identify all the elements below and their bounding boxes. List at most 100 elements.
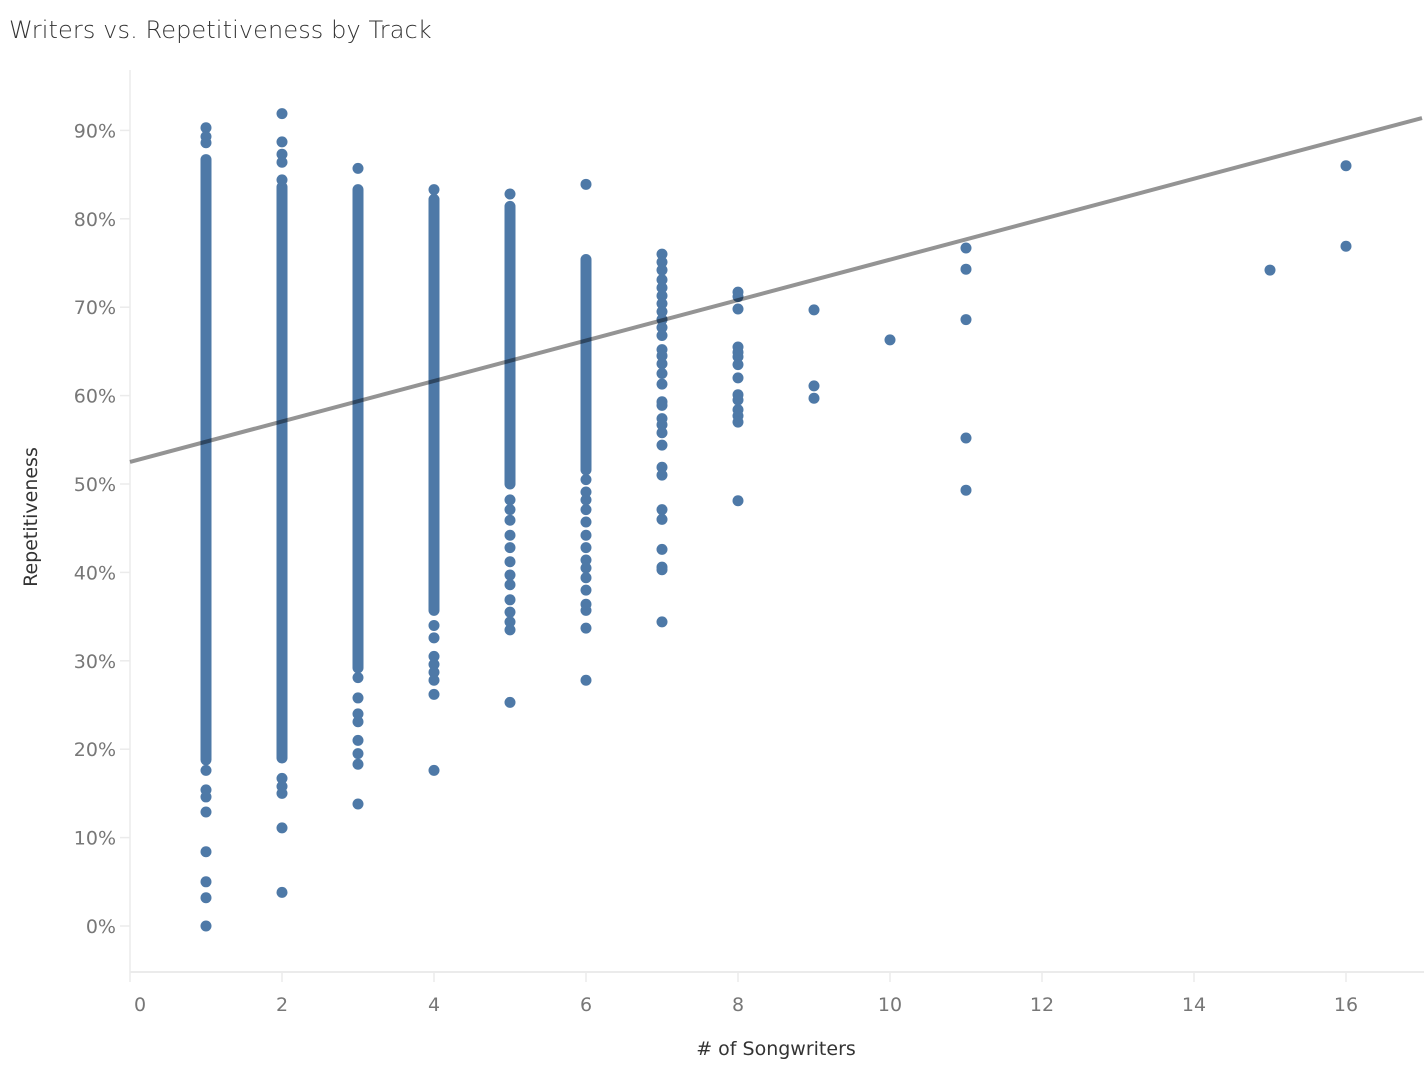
data-point xyxy=(580,604,592,616)
data-point xyxy=(732,372,744,384)
data-point xyxy=(504,504,516,516)
data-point xyxy=(200,920,212,932)
data-point xyxy=(656,564,668,576)
dense-point-cluster xyxy=(352,184,364,674)
data-point xyxy=(960,484,972,496)
data-point xyxy=(352,672,364,684)
data-point xyxy=(656,427,668,439)
dense-point-cluster xyxy=(504,200,516,490)
axes: 0% 10% 20% 30% 40% 50% 60% 70% 80% 90% 0 2 4 6 8 10 12 14… xyxy=(74,70,1424,1016)
data-point xyxy=(276,822,288,834)
data-point xyxy=(960,242,972,254)
data-point xyxy=(428,658,440,670)
data-point xyxy=(580,622,592,634)
data-point xyxy=(352,162,364,174)
data-point xyxy=(656,329,668,341)
y-tick-label: 50% xyxy=(74,474,116,496)
data-point xyxy=(428,666,440,678)
data-point xyxy=(352,734,364,746)
data-point xyxy=(580,529,592,541)
dense-point-cluster xyxy=(276,181,288,764)
data-point xyxy=(732,416,744,428)
data-point xyxy=(276,148,288,160)
y-tick-label: 20% xyxy=(74,739,116,761)
data-point xyxy=(1340,160,1352,172)
data-point xyxy=(656,419,668,431)
y-tick-label: 60% xyxy=(74,386,116,408)
data-point xyxy=(732,291,744,303)
y-tick-label: 0% xyxy=(86,916,116,938)
data-point xyxy=(504,556,516,568)
data-point xyxy=(656,256,668,268)
data-point xyxy=(276,787,288,799)
data-point xyxy=(960,263,972,275)
y-tick-label: 10% xyxy=(74,828,116,850)
data-point xyxy=(352,708,364,720)
data-point xyxy=(276,156,288,168)
data-point xyxy=(656,469,668,481)
data-point xyxy=(580,486,592,498)
data-point xyxy=(352,692,364,704)
data-point xyxy=(428,632,440,644)
data-point xyxy=(656,290,668,302)
data-point xyxy=(656,368,668,379)
data-point xyxy=(656,616,668,628)
data-point xyxy=(656,264,668,276)
data-point xyxy=(580,474,592,486)
x-tick-label: 14 xyxy=(1182,994,1206,1016)
data-point xyxy=(960,314,972,326)
data-point xyxy=(200,846,212,858)
data-point xyxy=(352,748,364,760)
data-point xyxy=(428,619,440,631)
data-point xyxy=(504,606,516,618)
data-point xyxy=(428,688,440,700)
data-point xyxy=(428,674,440,686)
x-tick-label: 12 xyxy=(1030,994,1054,1016)
data-point xyxy=(428,184,440,196)
data-point xyxy=(504,594,516,606)
data-point xyxy=(580,554,592,566)
y-tick-label: 30% xyxy=(74,651,116,673)
chart-title: Writers vs. Repetitiveness by Track xyxy=(9,16,432,44)
x-axis-label: # of Songwriters xyxy=(696,1038,856,1060)
data-point xyxy=(656,358,668,370)
data-point xyxy=(276,136,288,148)
data-point xyxy=(200,791,212,803)
data-point xyxy=(808,392,820,404)
trend-line-path xyxy=(129,116,1423,464)
x-tick-label: 2 xyxy=(276,994,288,1016)
x-tick-label: 16 xyxy=(1334,994,1358,1016)
data-point xyxy=(276,174,288,186)
x-tick-label: 0 xyxy=(134,994,146,1016)
data-point xyxy=(504,569,516,581)
data-point xyxy=(732,351,744,363)
data-point xyxy=(580,504,592,516)
data-point xyxy=(504,624,516,636)
data-point xyxy=(732,394,744,406)
data-point xyxy=(656,543,668,555)
data-point xyxy=(580,178,592,190)
data-point xyxy=(352,758,364,770)
data-point xyxy=(200,876,212,888)
dense-point-cluster xyxy=(580,253,592,476)
data-point xyxy=(352,798,364,810)
data-point xyxy=(580,572,592,584)
x-tick-label: 10 xyxy=(878,994,902,1016)
data-point xyxy=(200,137,212,149)
data-point xyxy=(276,886,288,898)
data-point xyxy=(732,359,744,371)
data-point xyxy=(656,439,668,451)
x-tick-label: 6 xyxy=(580,994,592,1016)
data-point xyxy=(1340,240,1352,252)
data-point xyxy=(656,504,668,516)
data-point xyxy=(580,584,592,596)
data-point xyxy=(504,696,516,708)
data-point xyxy=(580,542,592,554)
data-point xyxy=(656,513,668,525)
y-tick-label: 40% xyxy=(74,562,116,584)
data-point xyxy=(200,806,212,818)
dense-point-cluster xyxy=(428,193,440,616)
x-tick-label: 4 xyxy=(428,994,440,1016)
data-point xyxy=(504,514,516,526)
